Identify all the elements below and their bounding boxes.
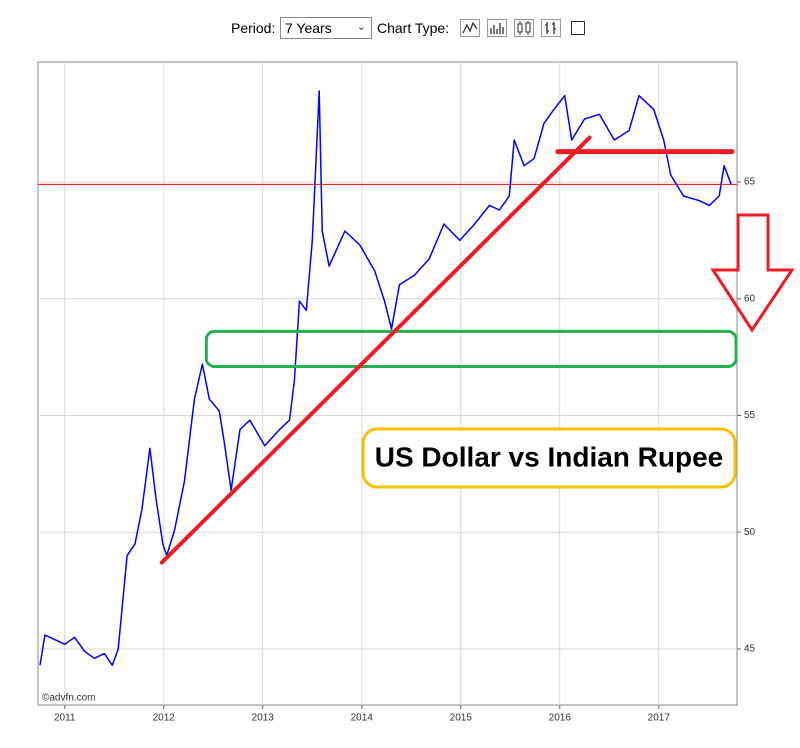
y-tick-label: 50 (744, 527, 756, 538)
chart-title: US Dollar vs Indian Rupee (375, 441, 724, 472)
trend-line (159, 135, 592, 565)
support-zone (204, 329, 738, 368)
credit: ©advfn.com (42, 693, 96, 704)
x-tick-label: 2017 (648, 713, 671, 724)
x-tick-label: 2014 (351, 713, 374, 724)
chart-type-label: Chart Type: (377, 20, 450, 36)
y-tick-label: 65 (744, 177, 756, 188)
grid (38, 62, 737, 705)
ohlc-chart-button[interactable] (541, 19, 561, 37)
checkbox[interactable] (571, 21, 585, 35)
x-tick-label: 2012 (153, 713, 176, 724)
y-tick-label: 60 (744, 293, 756, 304)
mountain-chart-button[interactable] (487, 19, 507, 37)
toolbar: Period: 7 Years ⌄ Chart Type: (0, 16, 800, 42)
dropdown-arrow: ⌄ (356, 21, 366, 33)
candle-chart-button[interactable] (514, 19, 534, 37)
price-line (39, 90, 732, 667)
x-tick-label: 2013 (252, 713, 275, 724)
y-tick-label: 45 (744, 644, 756, 655)
plot-area (37, 61, 738, 706)
period-select[interactable]: 7 Years ⌄ (280, 17, 372, 39)
title-box (361, 427, 737, 489)
period-label: Period: (231, 20, 276, 36)
y-tick-label: 55 (744, 410, 756, 421)
period-value: 7 Years (285, 20, 332, 36)
line-chart-button[interactable] (460, 19, 480, 37)
down-arrow (710, 213, 795, 333)
x-tick-label: 2016 (549, 713, 572, 724)
x-tick-label: 2015 (450, 713, 473, 724)
x-tick-label: 2011 (54, 713, 76, 724)
marks (38, 90, 738, 667)
